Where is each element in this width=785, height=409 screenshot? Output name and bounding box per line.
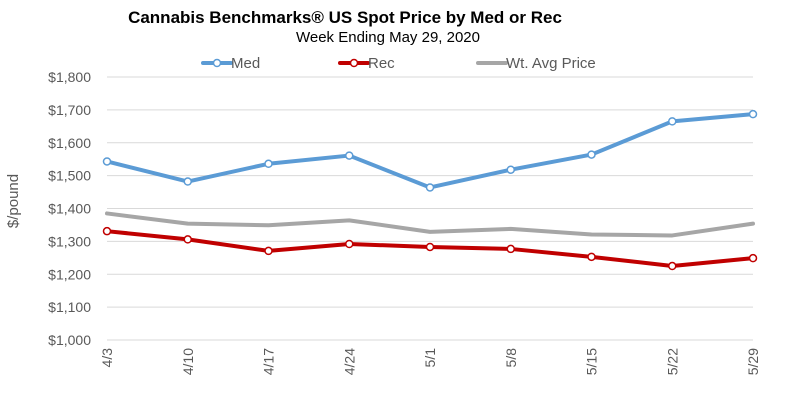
x-axis-ticks: 4/3 4/10 4/17 4/24 5/1 5/8 5/15 5/22 5/29: [99, 348, 761, 375]
point-med: [506, 165, 515, 174]
x-tick-label: 4/3: [99, 348, 115, 368]
x-tick-label: 5/15: [584, 348, 600, 375]
series-rec: [102, 226, 758, 271]
point-rec: [587, 252, 596, 262]
y-tick-label: $1,100: [48, 299, 91, 315]
y-tick-label: $1,400: [48, 201, 91, 217]
y-tick-label: $1,300: [48, 233, 91, 249]
y-tick-label: $1,700: [48, 102, 91, 118]
chart-subtitle: Week Ending May 29, 2020: [296, 29, 480, 46]
point-med: [748, 109, 758, 119]
legend: Med Rec Wt. Avg Price: [201, 55, 596, 72]
point-rec: [102, 226, 112, 236]
point-rec: [345, 239, 354, 249]
point-med: [345, 151, 354, 160]
y-tick-label: $1,000: [48, 332, 91, 348]
y-tick-label: $1,600: [48, 135, 91, 151]
x-tick-label: 4/17: [261, 348, 277, 375]
point-med: [102, 157, 112, 166]
legend-marker-med: [212, 58, 222, 68]
x-tick-label: 5/1: [422, 348, 438, 368]
y-tick-label: $1,800: [48, 69, 91, 85]
series-med: [102, 109, 758, 192]
point-med: [587, 150, 596, 159]
series-lines: [102, 109, 758, 271]
legend-label-rec: Rec: [368, 55, 395, 72]
x-tick-label: 4/24: [341, 348, 357, 375]
point-med: [668, 117, 677, 126]
legend-label-med: Med: [231, 55, 260, 72]
point-rec: [183, 235, 192, 244]
x-tick-label: 5/29: [745, 348, 761, 375]
point-rec: [264, 246, 273, 256]
y-axis-label: $/pound: [5, 174, 22, 228]
point-rec: [506, 244, 515, 254]
point-med: [264, 159, 273, 169]
point-med: [425, 183, 435, 192]
x-tick-label: 4/10: [180, 348, 196, 375]
series-wt-avg-price: [105, 211, 755, 238]
point-rec: [668, 261, 677, 271]
point-rec: [425, 242, 435, 252]
y-axis-ticks: $1,000 $1,100 $1,200 $1,300 $1,400 $1,500 $1,6…: [48, 69, 91, 348]
y-tick-label: $1,200: [48, 266, 91, 282]
line-wt-avg-price: [105, 211, 755, 238]
legend-marker-rec: [349, 58, 359, 68]
gridlines: [107, 76, 753, 341]
x-tick-label: 5/22: [664, 348, 680, 375]
line-med: [105, 112, 755, 190]
legend-label-wt-avg-price: Wt. Avg Price: [506, 55, 596, 72]
point-med: [183, 177, 192, 186]
point-rec: [748, 253, 758, 263]
x-tick-label: 5/8: [503, 348, 519, 368]
y-tick-label: $1,500: [48, 168, 91, 184]
chart-title: Cannabis Benchmarks® US Spot Price by Me…: [128, 8, 562, 27]
